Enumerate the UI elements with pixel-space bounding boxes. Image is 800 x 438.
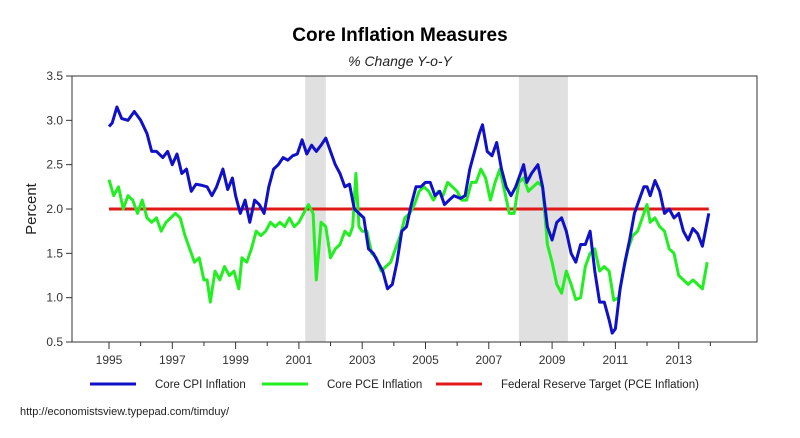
y-axis: 0.5 1.0 1.5 2.0 2.5 3.0 3.5	[46, 69, 72, 349]
legend-label: Core PCE Inflation	[327, 379, 422, 391]
x-tick-label: 2011	[602, 353, 628, 367]
y-tick-label: 0.5	[46, 335, 63, 349]
x-tick-label: 1995	[96, 353, 123, 367]
chart-subtitle: % Change Y-o-Y	[348, 53, 453, 69]
chart-title: Core Inflation Measures	[292, 25, 507, 46]
legend: Core CPI Inflation Core PCE Inflation Fede…	[90, 379, 699, 391]
x-tick-label: 2009	[539, 353, 566, 367]
x-tick-label: 2005	[412, 353, 439, 367]
legend-label: Core CPI Inflation	[155, 379, 246, 391]
y-tick-label: 3.5	[46, 69, 63, 83]
series-line-core-cpi-inflation	[107, 105, 711, 335]
x-tick-label: 1997	[159, 353, 186, 367]
x-tick-label: 2001	[286, 353, 313, 367]
y-tick-label: 1.0	[46, 291, 63, 305]
x-tick-label: 2013	[665, 353, 692, 367]
y-tick-label: 2.0	[46, 202, 63, 216]
y-axis-label: Percent	[23, 182, 40, 235]
x-tick-label: 1999	[222, 353, 249, 367]
y-tick-label: 2.5	[46, 158, 63, 172]
source-url: http://economistsview.typepad.com/timduy…	[20, 406, 230, 418]
y-tick-label: 1.5	[46, 246, 63, 260]
x-tick-label: 2003	[349, 353, 376, 367]
series-group	[107, 105, 711, 335]
series-line-core-pce-inflation	[107, 167, 709, 304]
x-tick-label: 2007	[475, 353, 502, 367]
y-tick-label: 3.0	[46, 113, 63, 127]
legend-label: Federal Reserve Target (PCE Inflation)	[501, 379, 699, 391]
x-axis: 1995 1997 1999 2001 2003 2005 2007 2009 2011 2013	[96, 342, 711, 367]
